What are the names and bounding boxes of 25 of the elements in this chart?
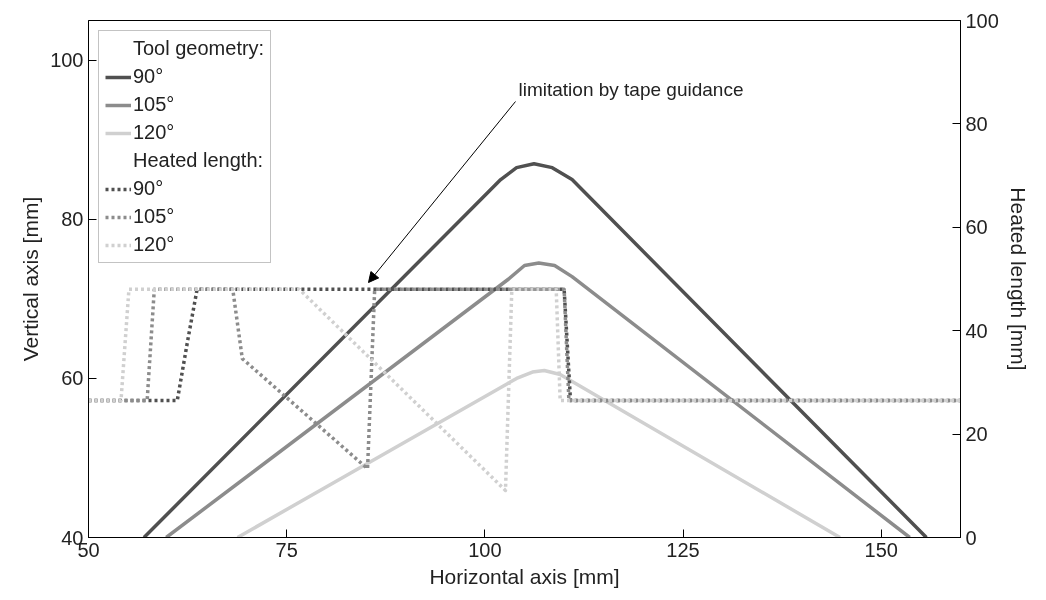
x-tick-label: 100 — [468, 538, 502, 561]
legend-label: 120° — [133, 121, 175, 144]
y-tick-label: 60 — [61, 367, 84, 390]
y2-tick-label: 20 — [965, 423, 988, 446]
annotation: limitation by tape guidance — [518, 78, 744, 100]
text: Heated length: — [133, 149, 264, 171]
y-tick-label: 80 — [61, 208, 84, 231]
legend-label: 90° — [133, 177, 164, 200]
legend-label: 105° — [133, 205, 175, 228]
y-tick-label: 100 — [50, 49, 84, 72]
x-axis-title: Horizontal axis [mm] — [429, 564, 620, 588]
y2-tick-label: 100 — [965, 9, 999, 32]
legend-label: 105° — [133, 93, 175, 116]
legend-label: 120° — [133, 233, 175, 256]
y2-tick-label: 0 — [965, 526, 977, 549]
x-tick-label: 125 — [666, 538, 700, 561]
x-tick-label: 150 — [864, 538, 898, 561]
y2-axis-title: Heated length [mm] — [1006, 187, 1030, 371]
y2-tick-label: 40 — [965, 319, 988, 342]
legend-label: 90° — [133, 65, 164, 88]
y2-tick-label: 60 — [965, 216, 988, 239]
y-axis-title: Vertical axis [mm] — [19, 196, 43, 362]
text: Tool geometry: — [133, 37, 265, 59]
x-tick-label: 75 — [275, 538, 298, 561]
y2-tick-label: 80 — [965, 112, 988, 135]
